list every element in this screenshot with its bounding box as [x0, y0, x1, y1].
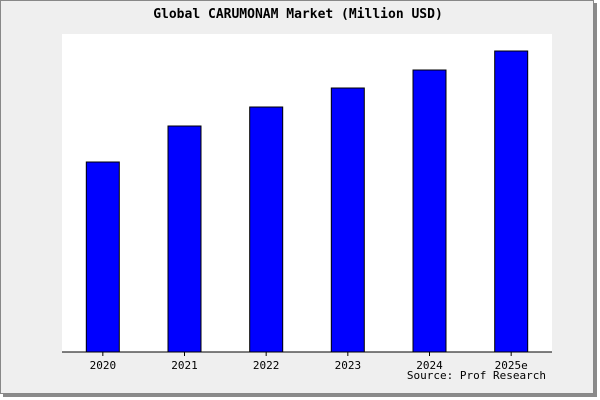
x-tick-label-2021: 2021 — [171, 359, 198, 372]
x-ticks-group: 2020 2021 2022 2023 2024 2025e — [90, 352, 528, 372]
bars-group — [85, 50, 529, 353]
bar-2024 — [412, 69, 447, 353]
source-annotation: Source: Prof Research — [406, 369, 546, 382]
bar-2020 — [85, 161, 120, 353]
x-tick-label-2025e: 2025e — [495, 359, 528, 372]
chart-frame: Global CARUMONAM Market (Million USD) 20… — [0, 0, 594, 394]
x-tick-label-2024: 2024 — [416, 359, 443, 372]
x-tick-label-2023: 2023 — [335, 359, 362, 372]
chart-title: Global CARUMONAM Market (Million USD) — [153, 7, 443, 22]
bar-2022 — [249, 106, 284, 353]
bar-2023 — [330, 87, 365, 353]
bar-2021 — [167, 125, 202, 353]
bar-2025e — [494, 50, 529, 353]
x-tick-label-2020: 2020 — [90, 359, 117, 372]
bar-chart: 2020 2021 2022 2023 2024 2025e — [62, 34, 552, 372]
x-tick-label-2022: 2022 — [253, 359, 280, 372]
plot-area — [62, 34, 552, 352]
